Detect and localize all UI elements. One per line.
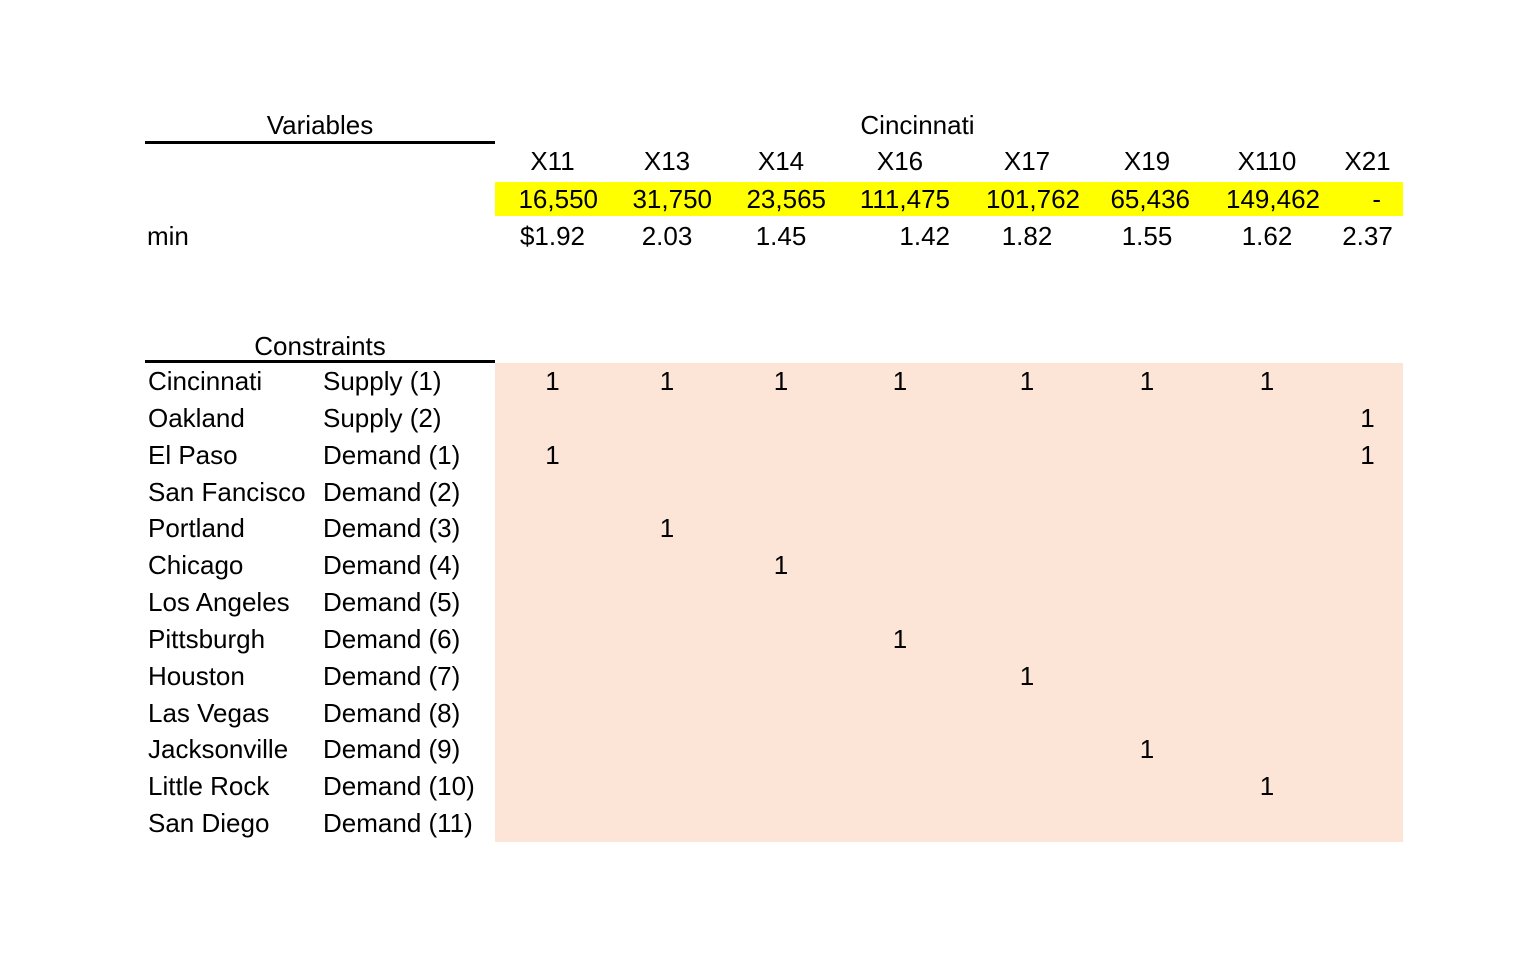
constraint-row: Las Vegas Demand (8) [0,695,1516,732]
variable-column-header: X16 [876,146,924,176]
constraint-type-label: Demand (11) [323,808,473,839]
constraint-row: Los Angeles Demand (5) [0,584,1516,621]
decision-value-cell: 111,475 [859,184,950,214]
variable-column-header: X110 [1237,146,1297,176]
coefficient-cell: 1 [1019,660,1035,691]
coefficient-cell: 1 [892,623,908,654]
constraint-type-label: Supply (1) [323,366,442,396]
objective-coefficients-row: $1.92 2.03 1.45 1.42 1.82 1.55 1.62 2.37 [0,221,1516,251]
decision-value-cell: - [1372,184,1381,214]
coefficient-cell: 1 [1360,439,1375,470]
constraint-city-label: Oakland [148,402,245,433]
constraint-city-label: Portland [148,513,245,544]
constraint-type-label: Demand (9) [323,734,461,765]
coefficient-cell: 1 [659,513,675,544]
objective-cost-cell: $1.92 [519,221,586,251]
coefficient-cell: 1 [1139,734,1155,765]
variables-underline [145,141,495,144]
coefficient-cell: 1 [1259,366,1275,396]
decision-value-cell: 31,750 [632,184,712,214]
objective-cost-cell: 1.55 [1121,221,1173,251]
objective-cost-cell: 1.45 [755,221,807,251]
decision-value-cell: 65,436 [1110,184,1190,214]
variable-column-header: X19 [1123,146,1171,176]
coefficient-cell: 1 [545,439,560,470]
constraint-city-label: San Fancisco [148,476,306,507]
decision-values-row: 16,550 31,750 23,565 111,475 101,762 65,436 14… [495,182,1403,216]
constraint-city-label: Cincinnati [148,366,263,396]
coefficient-cell: 1 [773,366,789,396]
constraint-city-label: San Diego [148,808,270,839]
variable-column-header: X13 [643,146,691,176]
decision-value-cell: 149,462 [1226,184,1320,214]
coefficient-cell: 1 [773,550,789,581]
variable-column-header: X14 [757,146,805,176]
constraints-underline [145,360,495,363]
constraint-type-label: Demand (5) [323,587,461,618]
constraint-row: Pittsburgh Demand (6) 1 [0,621,1516,658]
coefficient-cell: 1 [892,366,908,396]
constraint-row: San Fancisco Demand (2) [0,474,1516,511]
constraint-matrix [495,363,1403,842]
constraint-type-label: Demand (8) [323,697,461,728]
constraint-row: San Diego Demand (11) [0,805,1516,842]
constraint-type-label: Demand (4) [323,550,461,581]
variable-column-header: X11 [530,146,575,176]
constraint-type-label: Demand (1) [323,439,461,470]
constraint-city-label: Houston [148,660,245,691]
constraint-row: Oakland Supply (2) 1 [0,400,1516,437]
constraint-row: Jacksonville Demand (9) 1 [0,731,1516,768]
variable-header-row: X11 X13 X14 X16 X17 X19 X110 X21 [0,146,1516,176]
coefficient-cell: 1 [1360,402,1375,433]
coefficient-cell: 1 [1139,366,1155,396]
coefficient-cell: 1 [1259,771,1275,802]
constraint-type-label: Demand (10) [323,771,475,802]
variable-column-header: X21 [1344,146,1391,176]
constraint-row: Cincinnati Supply (1) 1 1 1 1 1 1 1 [0,363,1516,400]
coefficient-cell: 1 [545,366,560,396]
constraint-row: Houston Demand (7) 1 [0,658,1516,695]
constraint-row: El Paso Demand (1) 1 1 [0,437,1516,474]
decision-value-cell: 16,550 [518,184,598,214]
constraint-type-label: Demand (6) [323,623,461,654]
constraint-city-label: Jacksonville [148,734,289,765]
constraint-city-label: Las Vegas [148,697,270,728]
objective-cost-cell: 1.82 [1001,221,1053,251]
cincinnati-group-label: Cincinnati [860,110,975,140]
min-label: min [147,221,189,251]
constraint-city-label: Los Angeles [148,587,290,618]
constraints-title: Constraints [254,331,386,361]
constraint-row: Little Rock Demand (10) 1 [0,768,1516,805]
coefficient-cell: 1 [1019,366,1035,396]
coefficient-cell: 1 [659,366,675,396]
decision-value-cell: 101,762 [986,184,1080,214]
objective-cost-cell: 1.62 [1241,221,1293,251]
objective-cost-cell: 2.37 [1342,221,1393,251]
constraint-row: Chicago Demand (4) 1 [0,547,1516,584]
variables-title: Variables [266,110,374,140]
constraint-city-label: Chicago [148,550,244,581]
constraint-type-label: Demand (2) [323,476,461,507]
constraint-city-label: Little Rock [148,771,270,802]
constraint-row: Portland Demand (3) 1 [0,510,1516,547]
constraint-city-label: El Paso [148,439,238,470]
constraint-type-label: Demand (3) [323,513,461,544]
constraint-type-label: Supply (2) [323,402,442,433]
objective-cost-cell: 2.03 [641,221,693,251]
constraint-city-label: Pittsburgh [148,623,266,654]
variable-column-header: X17 [1003,146,1051,176]
decision-value-cell: 23,565 [746,184,826,214]
constraint-type-label: Demand (7) [323,660,461,691]
objective-cost-cell: 1.42 [899,221,950,251]
